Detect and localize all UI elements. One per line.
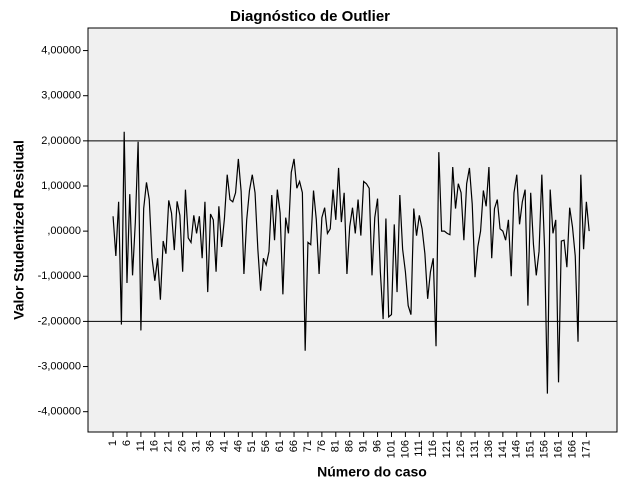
y-tick-label: 3,00000 [41, 90, 81, 102]
x-tick-label: 66 [288, 440, 300, 452]
x-tick-label: 171 [580, 440, 592, 458]
x-tick-label: 86 [344, 440, 356, 452]
y-tick-label: -3,00000 [38, 360, 81, 372]
x-tick-label: 71 [302, 440, 314, 452]
y-tick-label: ,00000 [47, 225, 81, 237]
x-tick-label: 61 [274, 440, 286, 452]
x-tick-label: 161 [552, 440, 564, 458]
x-tick-label: 136 [483, 440, 495, 458]
x-tick-label: 56 [260, 440, 272, 452]
x-tick-label: 16 [149, 440, 161, 452]
x-tick-label: 91 [358, 440, 370, 452]
y-tick-label: -2,00000 [38, 315, 81, 327]
y-tick-label: 1,00000 [41, 180, 81, 192]
x-tick-label: 41 [218, 440, 230, 452]
x-tick-label: 26 [177, 440, 189, 452]
y-tick-label: -4,00000 [38, 406, 81, 418]
y-tick-label: 2,00000 [41, 135, 81, 147]
x-tick-label: 126 [455, 440, 467, 458]
x-tick-label: 111 [413, 440, 425, 457]
x-tick-label: 131 [469, 440, 481, 458]
x-tick-label: 151 [525, 440, 537, 458]
x-tick-label: 96 [371, 440, 383, 452]
data-line [112, 131, 590, 394]
x-tick-label: 116 [427, 440, 439, 458]
x-tick-label: 31 [190, 440, 202, 452]
plot-area [87, 27, 618, 433]
x-tick-label: 81 [330, 440, 342, 452]
x-tick-label: 106 [399, 440, 411, 458]
y-tick-label: -1,00000 [38, 270, 81, 282]
x-tick-label: 36 [204, 440, 216, 452]
x-tick-label: 166 [566, 440, 578, 458]
x-tick-label: 101 [385, 440, 397, 458]
x-tick-label: 46 [232, 440, 244, 452]
x-tick-label: 11 [135, 440, 147, 451]
x-tick-label: 141 [497, 440, 509, 458]
chart-title: Diagnóstico de Outlier [230, 8, 390, 25]
x-axis-title: Número do caso [317, 464, 427, 480]
x-tick-label: 51 [246, 440, 258, 452]
x-tick-label: 146 [511, 440, 523, 458]
x-tick-label: 121 [441, 440, 453, 458]
x-tick-label: 1 [107, 440, 119, 446]
y-tick-label: 4,00000 [41, 44, 81, 56]
x-tick-label: 21 [163, 440, 175, 452]
y-axis-title: Valor Studentized Residual [11, 140, 27, 320]
x-tick-label: 156 [539, 440, 551, 458]
x-tick-label: 76 [316, 440, 328, 452]
x-tick-label: 6 [121, 440, 133, 446]
